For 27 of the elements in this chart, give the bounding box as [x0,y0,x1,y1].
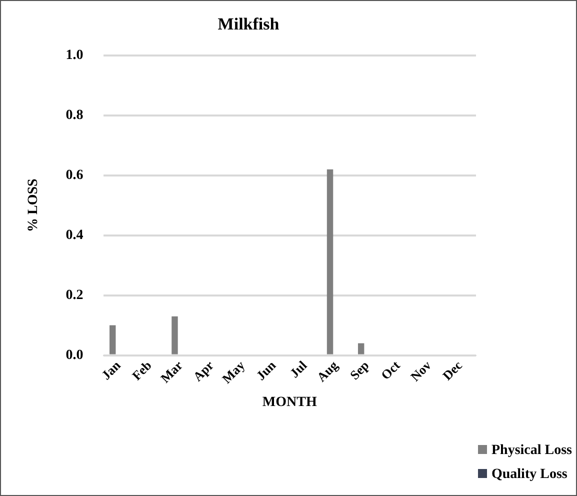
legend-label: Physical Loss [490,443,572,459]
x-tick-label: Aug [314,357,342,385]
x-tick-label: Jul [286,357,310,381]
x-tick-label: Oct [378,357,404,383]
x-tick-label: Apr [190,358,217,384]
x-tick-label: Mar [157,358,186,386]
bar [110,325,116,354]
y-tick-label: 1.0 [66,48,84,64]
legend-label: Quality Loss [490,467,568,483]
chart-title: Milkfish [218,14,280,34]
bar [358,343,364,354]
y-tick-label: 0.2 [66,288,84,303]
x-tick-label: May [219,357,248,386]
x-tick-label: Jun [253,357,280,384]
y-tick-label: 0.6 [66,168,84,183]
bar [172,316,178,354]
x-tick-label: Nov [407,357,434,384]
bar [326,169,334,354]
y-tick-label: 0.8 [66,108,84,123]
y-axis-title: % LOSS [26,178,42,232]
y-tick-label: 0.4 [66,228,84,243]
x-tick-label: Dec [440,358,466,384]
x-axis-title: MONTH [262,395,317,410]
x-tick-label: Jan [98,357,124,383]
x-tick-label: Sep [346,358,372,383]
x-tick-label: Feb [128,358,154,384]
y-tick-label: 0.0 [66,348,84,363]
